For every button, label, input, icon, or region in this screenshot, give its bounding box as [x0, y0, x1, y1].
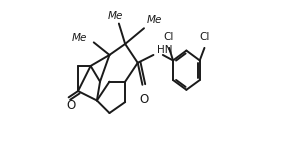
- Text: Me: Me: [72, 33, 88, 43]
- Text: O: O: [66, 99, 75, 112]
- Text: HN: HN: [157, 45, 173, 55]
- Text: O: O: [139, 93, 149, 106]
- Text: Cl: Cl: [200, 32, 210, 42]
- Text: Me: Me: [108, 11, 124, 21]
- Text: Me: Me: [147, 15, 162, 25]
- Text: Cl: Cl: [163, 32, 174, 42]
